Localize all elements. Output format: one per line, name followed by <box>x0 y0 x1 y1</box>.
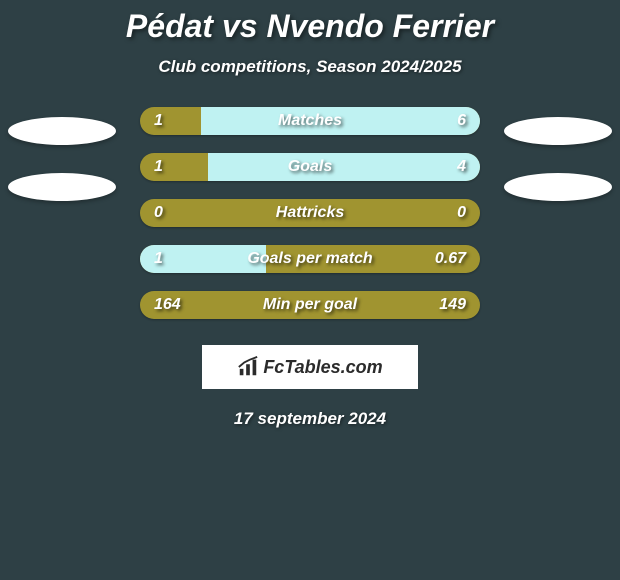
bar-content: 0 Hattricks 0 <box>140 199 480 227</box>
stat-left-value: 1 <box>154 158 163 176</box>
stat-right-value: 0.67 <box>435 250 466 268</box>
stat-row: 0 Hattricks 0 <box>140 199 480 227</box>
date-label: 17 september 2024 <box>0 409 620 429</box>
bar-content: 1 Goals per match 0.67 <box>140 245 480 273</box>
stat-bars: 1 Matches 6 1 Goals 4 0 Hattricks 0 1 Goals per ma… <box>116 107 504 319</box>
stat-right-value: 4 <box>457 158 466 176</box>
right-avatar-col <box>504 107 612 201</box>
stats-area: 1 Matches 6 1 Goals 4 0 Hattricks 0 1 Goals per ma… <box>0 107 620 319</box>
stat-row: 1 Goals 4 <box>140 153 480 181</box>
stat-left-value: 1 <box>154 112 163 130</box>
stat-row: 1 Matches 6 <box>140 107 480 135</box>
stat-left-value: 0 <box>154 204 163 222</box>
stat-label: Goals per match <box>247 250 372 268</box>
stat-label: Matches <box>278 112 342 130</box>
player-avatar-placeholder <box>504 117 612 145</box>
source-logo[interactable]: FcTables.com <box>202 345 418 389</box>
stat-label: Min per goal <box>263 296 357 314</box>
subtitle: Club competitions, Season 2024/2025 <box>0 57 620 77</box>
stat-left-value: 1 <box>154 250 163 268</box>
bar-chart-icon <box>237 356 259 378</box>
stat-row: 1 Goals per match 0.67 <box>140 245 480 273</box>
bar-content: 1 Goals 4 <box>140 153 480 181</box>
logo-text: FcTables.com <box>237 356 382 378</box>
left-avatar-col <box>8 107 116 201</box>
stat-right-value: 149 <box>439 296 466 314</box>
stat-label: Hattricks <box>276 204 344 222</box>
title: Pédat vs Nvendo Ferrier <box>0 8 620 45</box>
stat-right-value: 6 <box>457 112 466 130</box>
stat-label: Goals <box>288 158 332 176</box>
stat-row: 164 Min per goal 149 <box>140 291 480 319</box>
club-logo-placeholder <box>504 173 612 201</box>
club-logo-placeholder <box>8 173 116 201</box>
stat-right-value: 0 <box>457 204 466 222</box>
player-avatar-placeholder <box>8 117 116 145</box>
logo-label: FcTables.com <box>263 357 382 378</box>
bar-content: 164 Min per goal 149 <box>140 291 480 319</box>
stat-left-value: 164 <box>154 296 181 314</box>
bar-content: 1 Matches 6 <box>140 107 480 135</box>
comparison-card: Pédat vs Nvendo Ferrier Club competition… <box>0 0 620 429</box>
